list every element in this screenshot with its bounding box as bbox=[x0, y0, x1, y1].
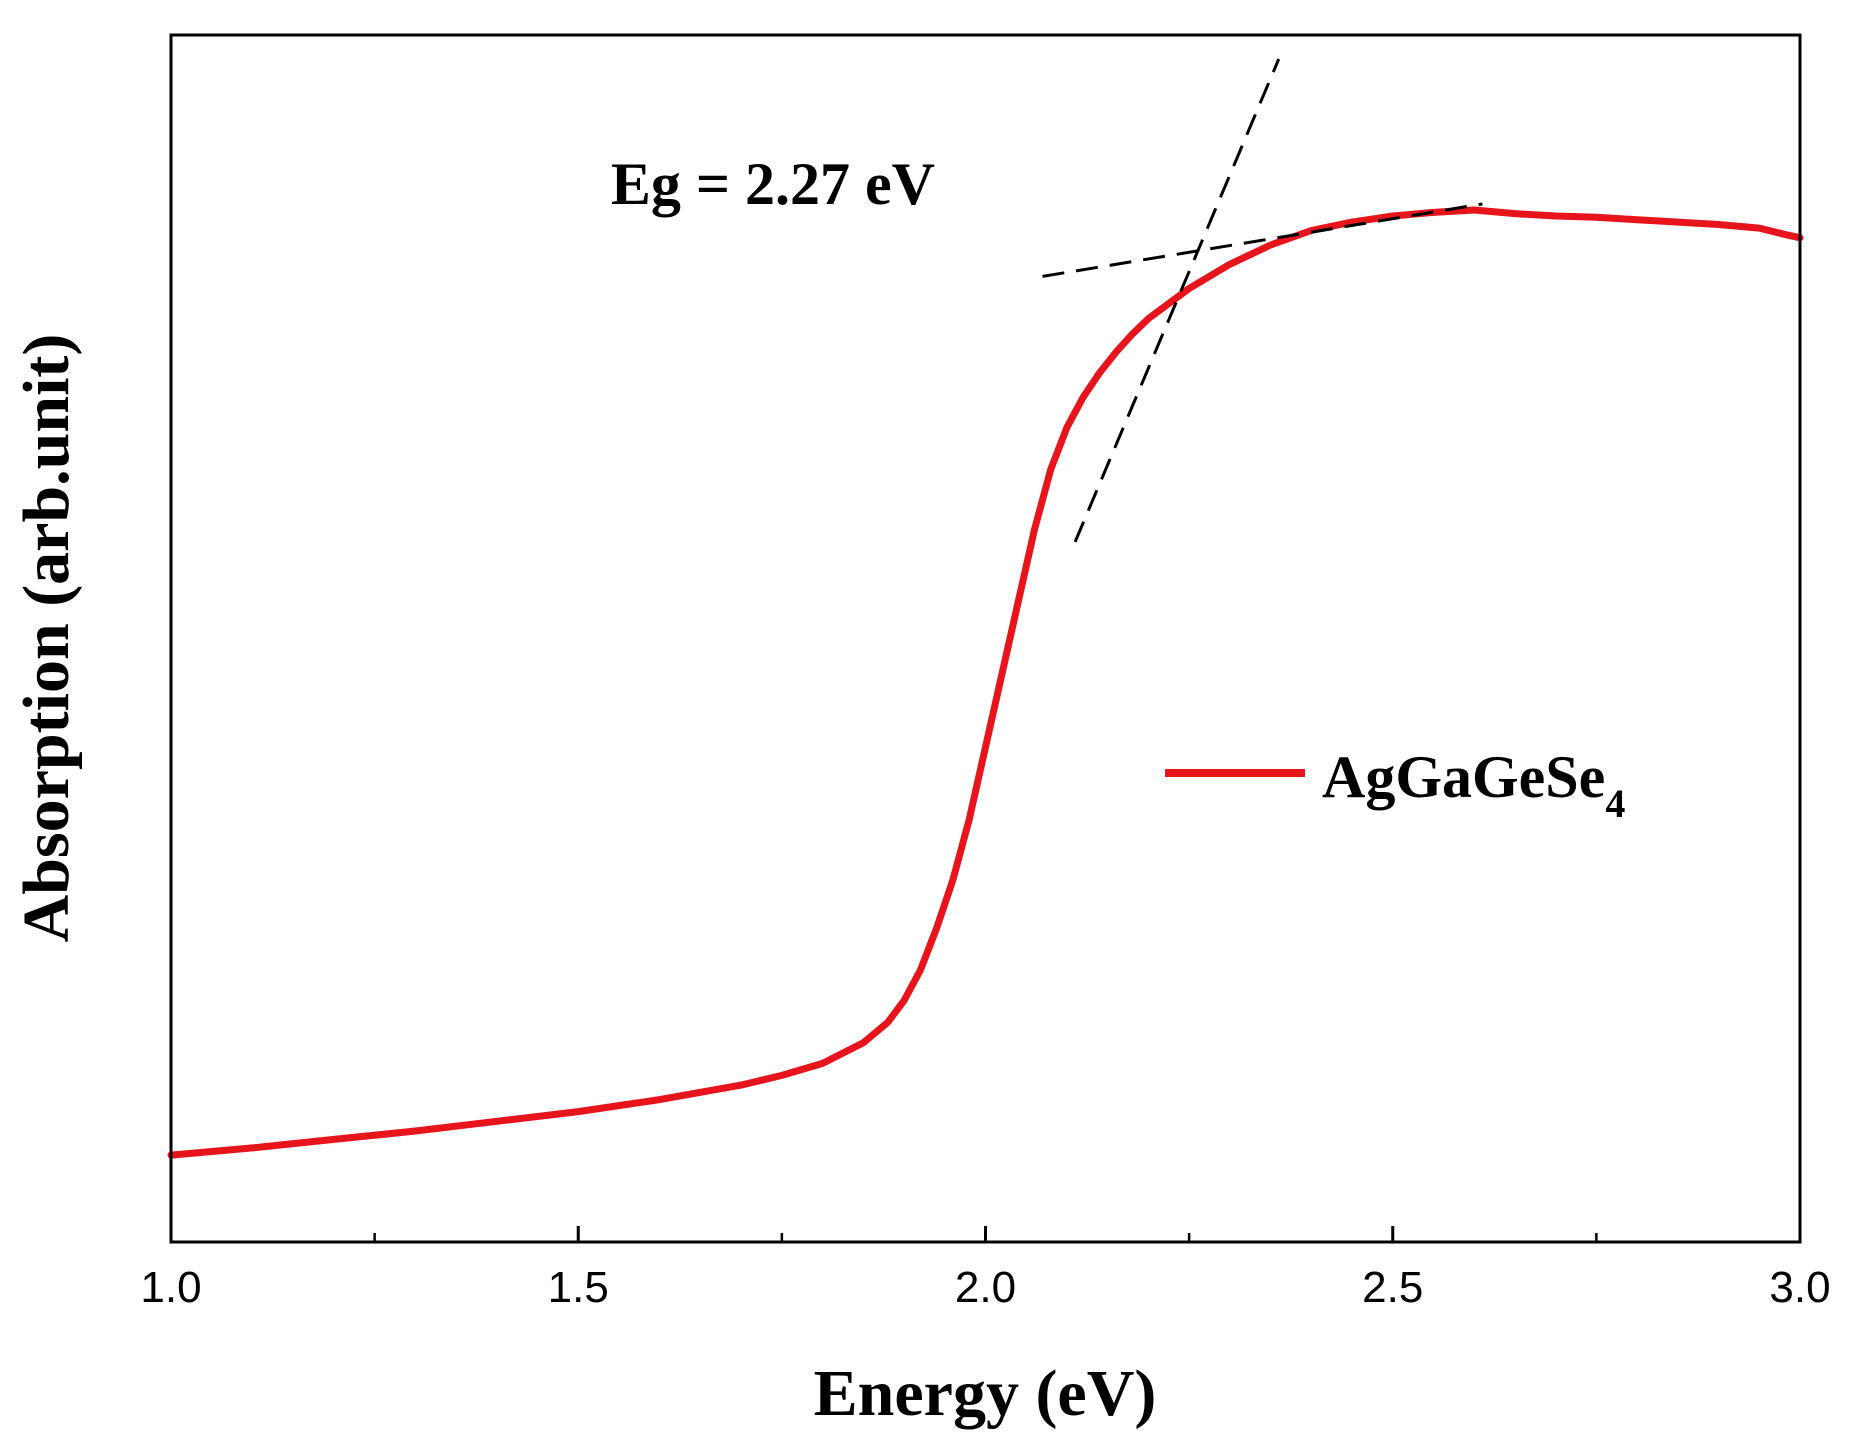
legend: AgGaGeSe4 bbox=[1165, 744, 1625, 826]
y-axis-title: Absorption (arb.unit) bbox=[10, 334, 83, 943]
x-tick-label: 2.0 bbox=[955, 1263, 1016, 1312]
tangent-line-0 bbox=[1073, 58, 1281, 543]
x-tick-label: 1.5 bbox=[548, 1263, 609, 1312]
x-axis-tick-labels: 1.0 1.5 2.0 2.5 3.0 bbox=[140, 1263, 1830, 1312]
legend-label-subscript: 4 bbox=[1605, 781, 1625, 826]
legend-label: AgGaGeSe4 bbox=[1322, 744, 1625, 826]
x-tick-label: 2.5 bbox=[1362, 1263, 1423, 1312]
legend-label-main: AgGaGeSe bbox=[1322, 744, 1605, 810]
x-tick-label: 1.0 bbox=[140, 1263, 201, 1312]
band-gap-annotation: Eg = 2.27 eV bbox=[611, 151, 935, 217]
x-tick-label: 3.0 bbox=[1769, 1263, 1830, 1312]
tangent-line-1 bbox=[1042, 202, 1483, 278]
series-line-0 bbox=[167, 206, 1804, 1159]
plot-area bbox=[167, 58, 1804, 1159]
x-axis-ticks bbox=[169, 1226, 1802, 1242]
x-axis-title: Energy (eV) bbox=[814, 1357, 1157, 1430]
